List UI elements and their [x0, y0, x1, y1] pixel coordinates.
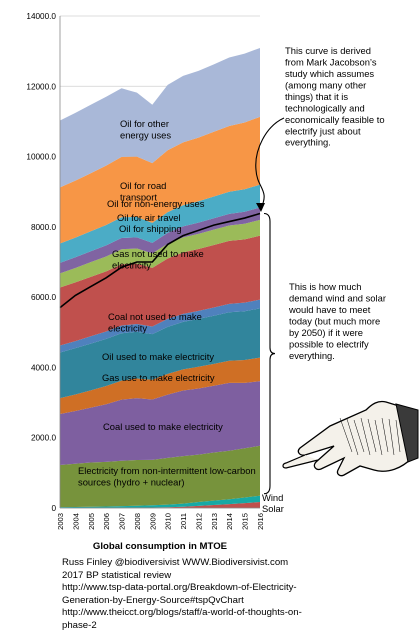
label-hydro-nuclear: Electricity from non-intermittent low-ca…	[78, 465, 256, 487]
annotation-curve: This curve is derived from Mark Jacobson’…	[285, 45, 385, 148]
credit-line: Generation-by-Energy-Source#tspQvChart	[62, 594, 244, 606]
annotations	[255, 117, 285, 495]
x-tick-label: 2014	[225, 513, 234, 530]
x-tick-label: 2009	[148, 513, 157, 530]
label-oil-other: Oil for other energy uses	[120, 118, 171, 140]
hatch	[339, 417, 353, 453]
y-tick-label: 10000.0	[26, 153, 56, 162]
x-tick-label: 2010	[164, 513, 173, 530]
x-tick-label: 2012	[194, 513, 203, 530]
electrify-curve	[59, 212, 261, 309]
label-gas-elec: Gas use to make electricity	[102, 372, 215, 383]
label-gas-not-elec: Gas not used to make electricity	[112, 248, 204, 270]
area-oil	[60, 116, 260, 244]
x-axis-label: Global consumption in MTOE	[93, 541, 228, 552]
x-tick-label: 2003	[56, 513, 65, 530]
area-oil	[60, 308, 260, 399]
label-oil-elec: Oil used to make electricity	[102, 351, 214, 362]
x-tick-label: 2008	[133, 513, 142, 530]
credit-line: http://www.theicct.org/blogs/staff/a-wor…	[62, 607, 302, 619]
label-solar: Solar	[262, 503, 284, 514]
hatch	[395, 419, 401, 453]
area-oil	[60, 47, 260, 188]
hand-shape	[297, 400, 413, 477]
pointing-hand-icon	[282, 400, 419, 477]
area-oil	[60, 207, 260, 274]
demand-bracket	[263, 212, 276, 495]
y-tick-label: 12000.0	[26, 82, 56, 91]
credit-line: Russ Finley @biodiversivist WWW.Biodiver…	[62, 557, 289, 568]
x-tick-label: 2004	[71, 513, 80, 530]
stacked-area-chart: 0 2000.0 4000.0 6000.0 8000.0 10000.0 12000.0 1…	[26, 12, 419, 552]
area-series	[59, 47, 261, 508]
axes: 0 2000.0 4000.0 6000.0 8000.0 10000.0 12000.0 1…	[26, 12, 265, 552]
area-coal	[60, 299, 260, 353]
hatch	[388, 418, 395, 456]
area-gas	[60, 235, 260, 346]
arrow-head	[256, 203, 265, 212]
area-oil	[60, 184, 260, 263]
area-solar	[60, 502, 260, 508]
area-wind	[60, 495, 260, 508]
x-tick-label: 2015	[241, 513, 250, 530]
annotation-demand: This is how much demand wind and solar wou…	[288, 281, 386, 361]
credit-line: phase-2	[62, 619, 97, 631]
label-coal-elec: Coal used to make electricity	[103, 421, 223, 432]
y-tick-label: 4000.0	[31, 363, 56, 372]
credit-line: http://www.tsp-data-portal.org/Breakdown…	[62, 582, 297, 594]
hatch	[353, 419, 365, 453]
series-labels: Oil for other energy uses Oil for road tran…	[78, 45, 386, 514]
hatch	[346, 418, 359, 456]
y-tick-label: 6000.0	[31, 293, 56, 302]
credit-line: 2017 BP statistical review	[62, 569, 172, 581]
x-tick-label: 2016	[256, 513, 265, 530]
hatch	[360, 417, 371, 456]
label-coal-not-elec: Coal not used to make electricity	[108, 311, 202, 333]
y-tick-label: 2000.0	[31, 434, 56, 443]
cuff	[395, 403, 419, 463]
credits-block: Russ Finley @biodiversivist WWW.Biodiver…	[62, 557, 302, 633]
pointing-finger	[282, 454, 319, 469]
y-tick-label: 8000.0	[31, 223, 56, 232]
hatch	[381, 417, 389, 453]
label-oil-road: Oil for road transport	[120, 180, 166, 202]
y-tick-label: 14000.0	[26, 12, 56, 21]
hatch	[374, 419, 383, 456]
x-tick-label: 2011	[179, 513, 188, 529]
x-tick-label: 2006	[102, 513, 111, 530]
x-tick-label: 2005	[87, 513, 96, 530]
area-gas	[60, 357, 260, 414]
label-wind: Wind	[262, 492, 283, 503]
label-oil-air: Oil for air travel	[117, 212, 181, 223]
arrow-line	[255, 117, 285, 209]
y-tick-label: 0	[51, 504, 56, 513]
area-coal	[60, 381, 260, 465]
label-oil-nonenergy: Oil for non-energy uses	[107, 198, 205, 209]
hatch	[367, 418, 377, 453]
area-electricity	[60, 445, 260, 508]
x-tick-label: 2007	[118, 513, 127, 530]
x-tick-label: 2013	[210, 513, 219, 530]
label-oil-shipping: Oil for shipping	[119, 223, 182, 234]
